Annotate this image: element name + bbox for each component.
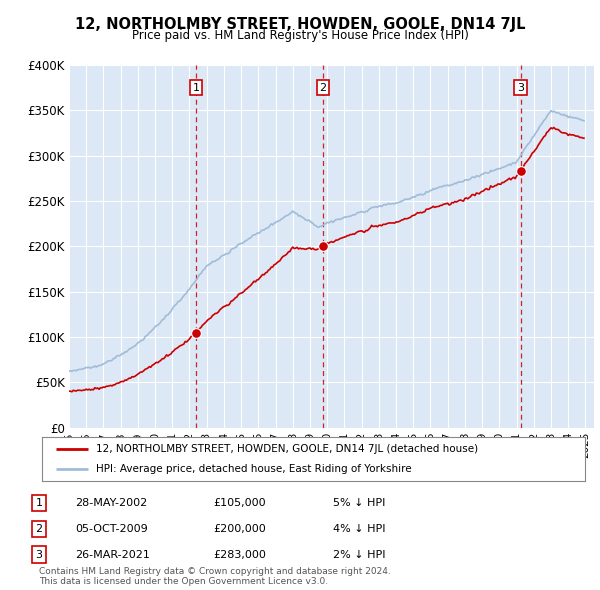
Text: 5% ↓ HPI: 5% ↓ HPI	[333, 498, 385, 507]
Text: 2: 2	[319, 83, 326, 93]
Text: 2: 2	[35, 524, 43, 533]
Text: £105,000: £105,000	[213, 498, 266, 507]
Text: 4% ↓ HPI: 4% ↓ HPI	[333, 524, 386, 533]
Text: 05-OCT-2009: 05-OCT-2009	[75, 524, 148, 533]
Text: This data is licensed under the Open Government Licence v3.0.: This data is licensed under the Open Gov…	[39, 578, 328, 586]
Text: 28-MAY-2002: 28-MAY-2002	[75, 498, 147, 507]
Text: Contains HM Land Registry data © Crown copyright and database right 2024.: Contains HM Land Registry data © Crown c…	[39, 567, 391, 576]
Text: Price paid vs. HM Land Registry's House Price Index (HPI): Price paid vs. HM Land Registry's House …	[131, 29, 469, 42]
Text: 1: 1	[35, 498, 43, 507]
Text: 3: 3	[35, 550, 43, 559]
Text: 3: 3	[517, 83, 524, 93]
Text: HPI: Average price, detached house, East Riding of Yorkshire: HPI: Average price, detached house, East…	[97, 464, 412, 474]
Text: 1: 1	[193, 83, 199, 93]
Text: 12, NORTHOLMBY STREET, HOWDEN, GOOLE, DN14 7JL: 12, NORTHOLMBY STREET, HOWDEN, GOOLE, DN…	[75, 17, 525, 31]
Text: 2% ↓ HPI: 2% ↓ HPI	[333, 550, 386, 559]
Text: 12, NORTHOLMBY STREET, HOWDEN, GOOLE, DN14 7JL (detached house): 12, NORTHOLMBY STREET, HOWDEN, GOOLE, DN…	[97, 444, 478, 454]
Text: 26-MAR-2021: 26-MAR-2021	[75, 550, 150, 559]
Text: £200,000: £200,000	[213, 524, 266, 533]
Text: £283,000: £283,000	[213, 550, 266, 559]
